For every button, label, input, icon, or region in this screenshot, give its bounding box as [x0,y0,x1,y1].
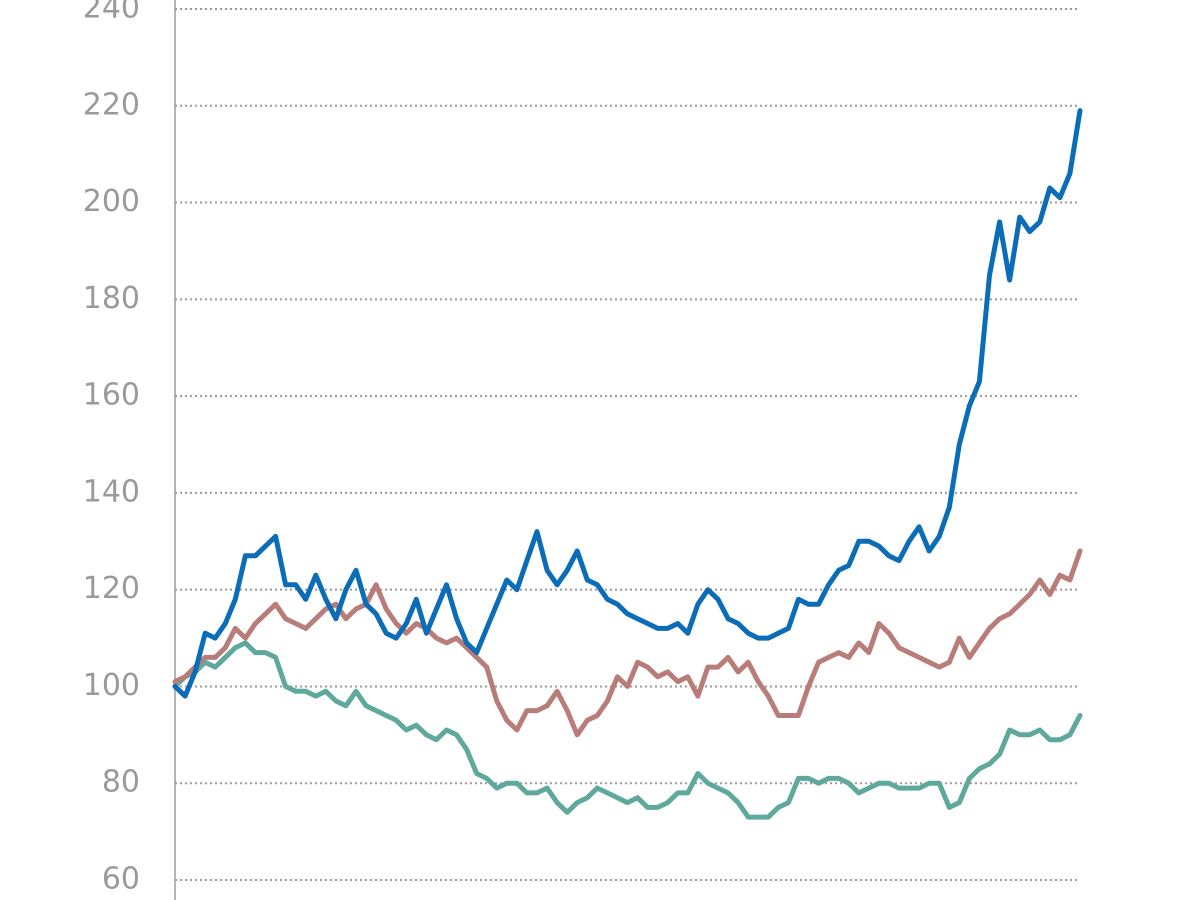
y-tick-label: 200 [83,184,140,219]
y-tick-label: 120 [83,571,140,606]
y-tick-label: 80 [102,765,140,800]
y-tick-label: 220 [83,87,140,122]
y-tick-label: 240 [83,0,140,26]
y-tick-label: 140 [83,474,140,509]
y-tick-label: 100 [83,668,140,703]
series-line [172,640,1083,820]
series-line [172,108,1083,699]
y-tick-label: 160 [83,378,140,413]
y-tick-label: 180 [83,281,140,316]
y-tick-label: 60 [102,862,140,897]
series-line [172,548,1083,738]
